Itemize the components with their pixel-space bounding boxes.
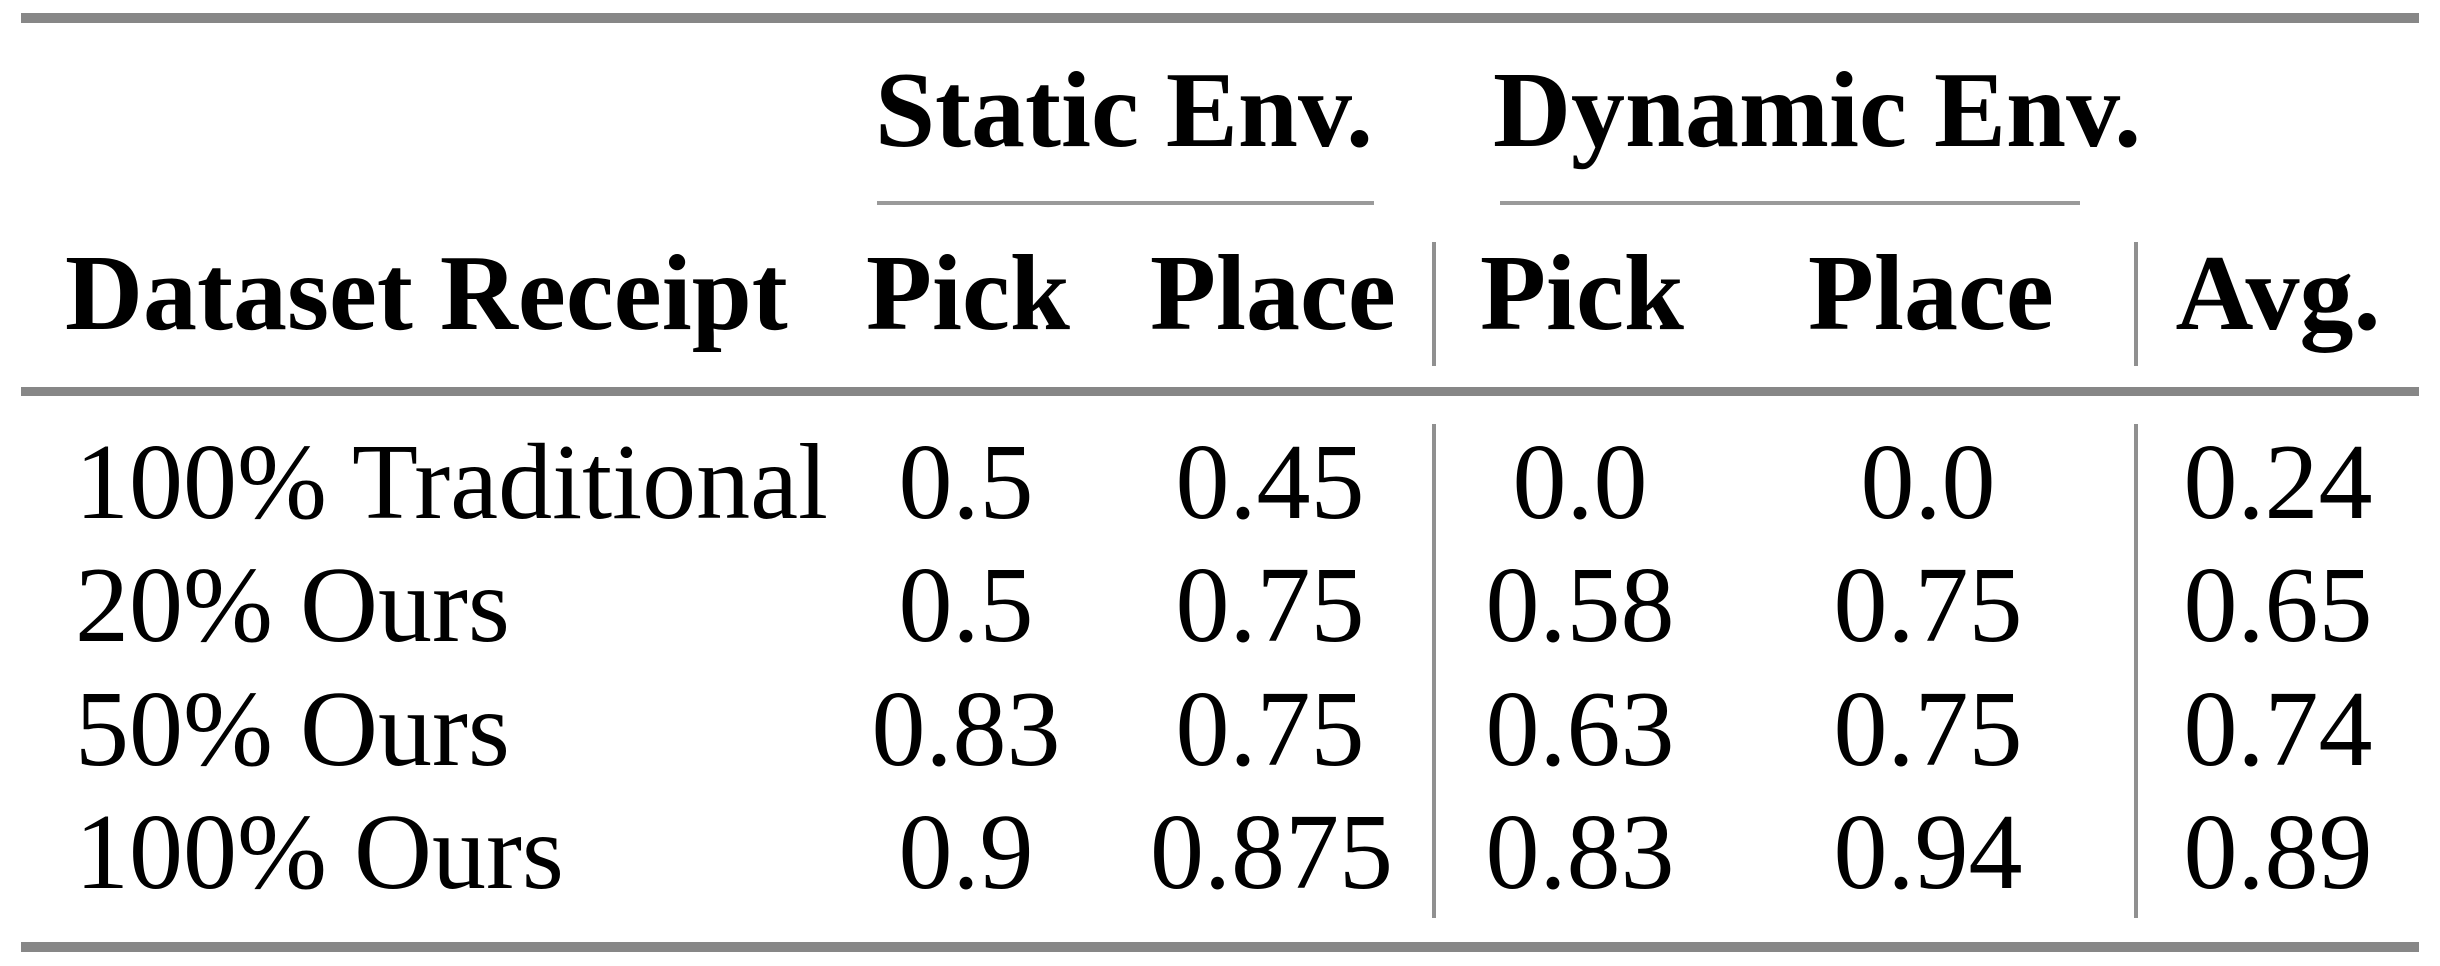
group-header-static-env: Static Env. <box>874 51 1374 170</box>
cell-dynamic-pick: 0.0 <box>1512 423 1648 542</box>
table-top-rule <box>21 13 2419 23</box>
cell-static-pick: 0.5 <box>898 423 1034 542</box>
column-header-avg: Avg. <box>2175 234 2381 353</box>
row-label: 50% Ours <box>75 670 510 789</box>
cell-dynamic-place: 0.0 <box>1860 423 1996 542</box>
cell-dynamic-pick: 0.58 <box>1485 546 1675 665</box>
row-label: 100% Ours <box>75 793 564 912</box>
column-header-dynamic-pick: Pick <box>1480 234 1684 353</box>
cell-avg: 0.89 <box>2183 793 2373 912</box>
static-env-underline-rule <box>877 201 1374 205</box>
column-header-static-place: Place <box>1150 234 1396 353</box>
column-header-dynamic-place: Place <box>1808 234 2054 353</box>
cell-dynamic-pick: 0.83 <box>1485 793 1675 912</box>
column-header-static-pick: Pick <box>866 234 1070 353</box>
column-header-dataset-receipt: Dataset Receipt <box>65 234 788 353</box>
cell-avg: 0.24 <box>2183 423 2373 542</box>
header-separator-dynamic-avg <box>2134 242 2138 366</box>
body-separator-static-dynamic <box>1432 424 1436 918</box>
cell-static-place: 0.875 <box>1150 793 1393 912</box>
cell-static-place: 0.75 <box>1175 546 1365 665</box>
cell-static-pick: 0.83 <box>871 670 1061 789</box>
cell-avg: 0.74 <box>2183 670 2373 789</box>
cell-dynamic-place: 0.75 <box>1833 670 2023 789</box>
cell-dynamic-pick: 0.63 <box>1485 670 1675 789</box>
header-separator-static-dynamic <box>1432 242 1436 366</box>
cell-static-place: 0.45 <box>1175 423 1365 542</box>
body-separator-dynamic-avg <box>2134 424 2138 918</box>
table-mid-rule <box>21 387 2419 396</box>
cell-static-pick: 0.9 <box>898 793 1034 912</box>
cell-dynamic-place: 0.94 <box>1833 793 2023 912</box>
cell-static-pick: 0.5 <box>898 546 1034 665</box>
cell-dynamic-place: 0.75 <box>1833 546 2023 665</box>
group-header-dynamic-env: Dynamic Env. <box>1493 51 2142 170</box>
table-bottom-rule <box>21 942 2419 952</box>
row-label: 100% Traditional <box>75 423 829 542</box>
cell-avg: 0.65 <box>2183 546 2373 665</box>
dynamic-env-underline-rule <box>1500 201 2080 205</box>
cell-static-place: 0.75 <box>1175 670 1365 789</box>
row-label: 20% Ours <box>75 546 510 665</box>
